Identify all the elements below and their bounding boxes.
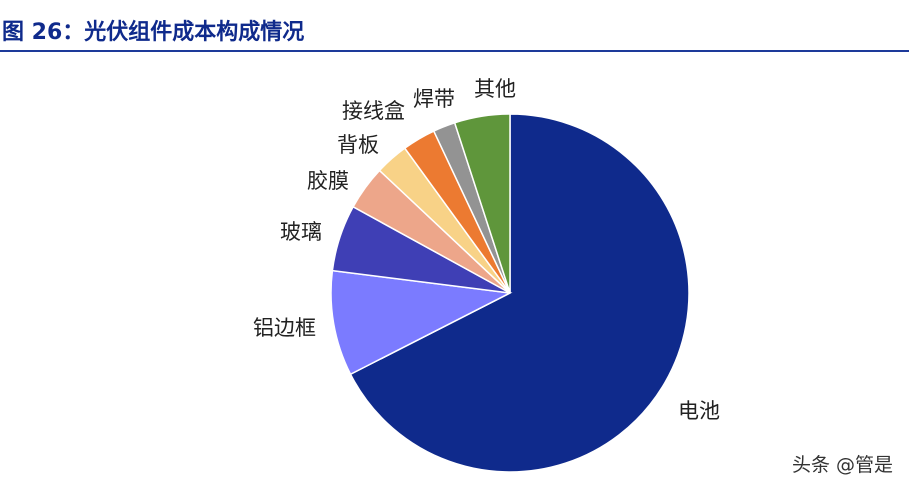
pie-slice-2 [330, 269, 513, 376]
watermark: 头条 @管是 [791, 454, 893, 476]
slice-label-6: 接线盒 [342, 99, 405, 123]
slice-label-7: 焊带 [413, 87, 455, 111]
slice-label-1: 电池 [678, 399, 720, 423]
pie-slice-1 [349, 113, 690, 473]
slice-label-5: 背板 [337, 133, 379, 157]
pie-labels: 电池 铝边框 玻璃 胶膜 背板 接线盒 焊带 其他 [253, 77, 720, 423]
title-divider [0, 50, 909, 52]
slice-label-4: 胶膜 [307, 169, 349, 193]
chart-title: 图 26：光伏组件成本构成情况 [2, 20, 305, 45]
slice-label-3: 玻璃 [280, 220, 322, 244]
pie-slices [330, 113, 690, 473]
title-bar: 图 26：光伏组件成本构成情况 [0, 0, 909, 52]
pie-slice-8 [453, 113, 511, 294]
slice-label-2: 铝边框 [253, 316, 316, 340]
slice-label-8: 其他 [474, 77, 516, 101]
